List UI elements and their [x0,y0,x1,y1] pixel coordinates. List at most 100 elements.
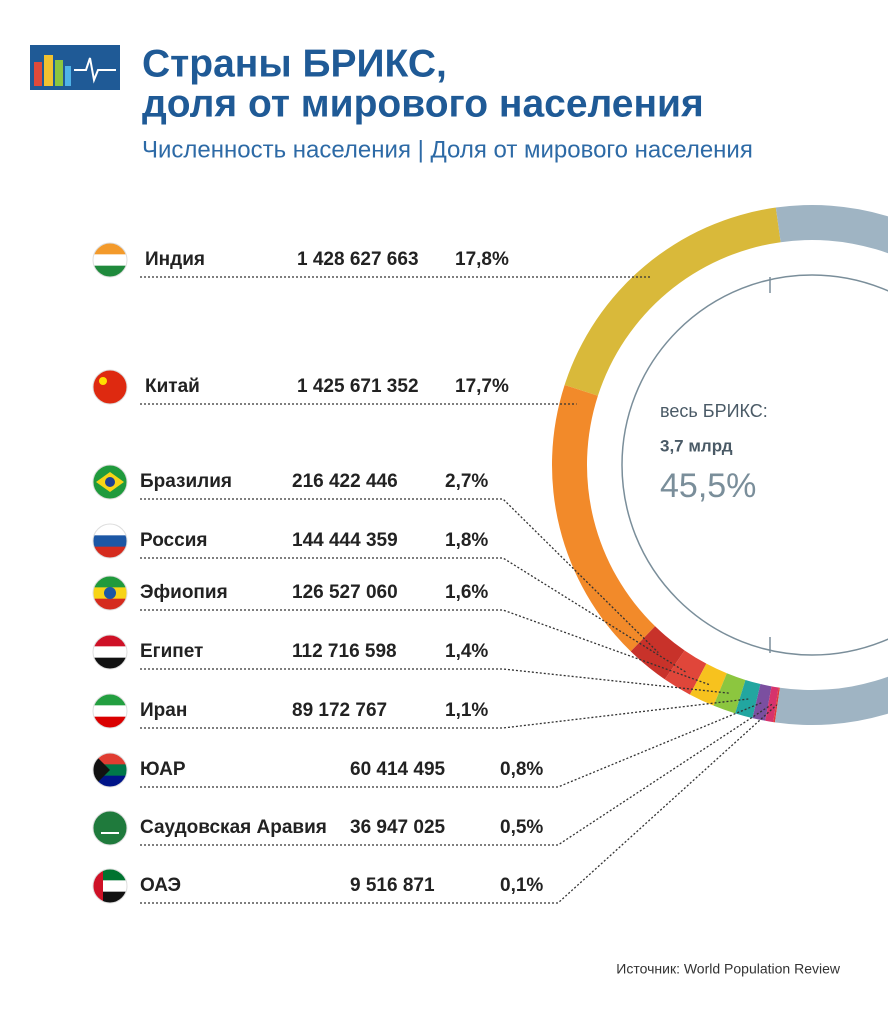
flag-border [92,634,128,670]
flag-stripe [93,646,127,659]
leader-line [140,703,773,846]
share: 0,5% [500,817,543,838]
flag-stripe [93,265,127,277]
flag [93,465,127,499]
leader-line [140,668,731,694]
flag-stripe [93,370,127,404]
flag-stripe [93,705,127,718]
flag-stripe [93,243,127,255]
flag-stripe [93,598,127,610]
flag-stripe [93,891,127,903]
population: 1 425 671 352 [297,376,419,397]
flag-stripe [93,635,127,647]
flag-stripe [93,880,127,893]
population: 126 527 060 [292,582,398,603]
population: 9 516 871 [350,875,435,896]
flag-y [93,753,110,787]
population: 36 947 025 [350,817,446,838]
flag [93,694,127,728]
leader-line [140,557,687,673]
leader-line [140,698,749,729]
country-name: Индия [145,249,205,270]
share: 17,8% [455,249,509,270]
share: 1,1% [445,700,488,721]
population: 144 444 359 [292,530,398,551]
title: Страны БРИКС, [142,42,447,85]
population: 1 428 627 663 [297,249,419,270]
subtitle: Численность населения | Доля от мирового… [142,136,753,163]
flag [93,753,127,787]
title: доля от мирового населения [142,82,704,125]
flag-bar [93,869,103,903]
total-population: 3,7 млрд [660,436,733,455]
share: 2,7% [445,471,488,492]
flag [93,576,127,610]
donut-segment [551,385,656,652]
flag-stripe [93,753,127,765]
flag-stripe [93,546,127,558]
flag-stripe [93,775,127,787]
flag-border [92,242,128,278]
flag-stripe [93,811,127,845]
flag-stripe [93,254,127,267]
country-name: Иран [140,700,187,721]
flag-sword [101,832,119,834]
flag-stripe [93,716,127,728]
leader-line [140,704,778,904]
flag-stripe [93,694,127,706]
country-name: Россия [140,530,207,551]
share: 1,6% [445,582,488,603]
flag-star [99,377,107,385]
flag-border [92,464,128,500]
flag [93,869,127,903]
flag-emblem [104,587,116,599]
flag-stripe [93,869,127,881]
country-name: Саудовская Аравия [140,817,327,838]
country-name: ОАЭ [140,875,181,896]
share: 0,8% [500,759,543,780]
flag-globe [105,477,115,487]
flag [93,811,127,845]
flag [93,524,127,558]
donut-segment [752,684,772,721]
donut-segment [664,650,707,695]
flag-border [92,693,128,729]
flag-stripe [93,576,127,588]
flag-stripe [93,764,127,777]
share: 1,8% [445,530,488,551]
donut-segment [564,207,781,396]
flag-border [92,369,128,405]
source: Источник: World Population Review [616,961,841,977]
flag-stripe [93,524,127,536]
logo [30,45,120,90]
flag-border [92,868,128,904]
center-label: весь БРИКС: [660,401,768,421]
country-name: Бразилия [140,471,232,492]
flag-border [92,752,128,788]
flag [93,635,127,669]
flag-stripe [93,535,127,548]
country-name: Эфиопия [140,582,228,603]
total-share: 45,5% [660,467,756,505]
inner-circle [621,274,888,656]
flag [93,370,127,404]
leader-line [140,498,659,654]
share: 1,4% [445,641,488,662]
flag-border [92,810,128,846]
donut-rest [774,205,888,725]
flag-border [92,575,128,611]
flag-stripe [93,657,127,669]
population: 216 422 446 [292,471,398,492]
donut-segment [713,673,746,714]
country-name: Египет [140,641,203,662]
leader-line [140,609,710,686]
flag [93,243,127,277]
country-name: Китай [145,376,200,397]
share: 0,1% [500,875,543,896]
donut-segment [765,686,779,723]
leader-line [140,701,763,788]
population: 60 414 495 [350,759,446,780]
flag-border [92,523,128,559]
population: 112 716 598 [292,641,397,662]
